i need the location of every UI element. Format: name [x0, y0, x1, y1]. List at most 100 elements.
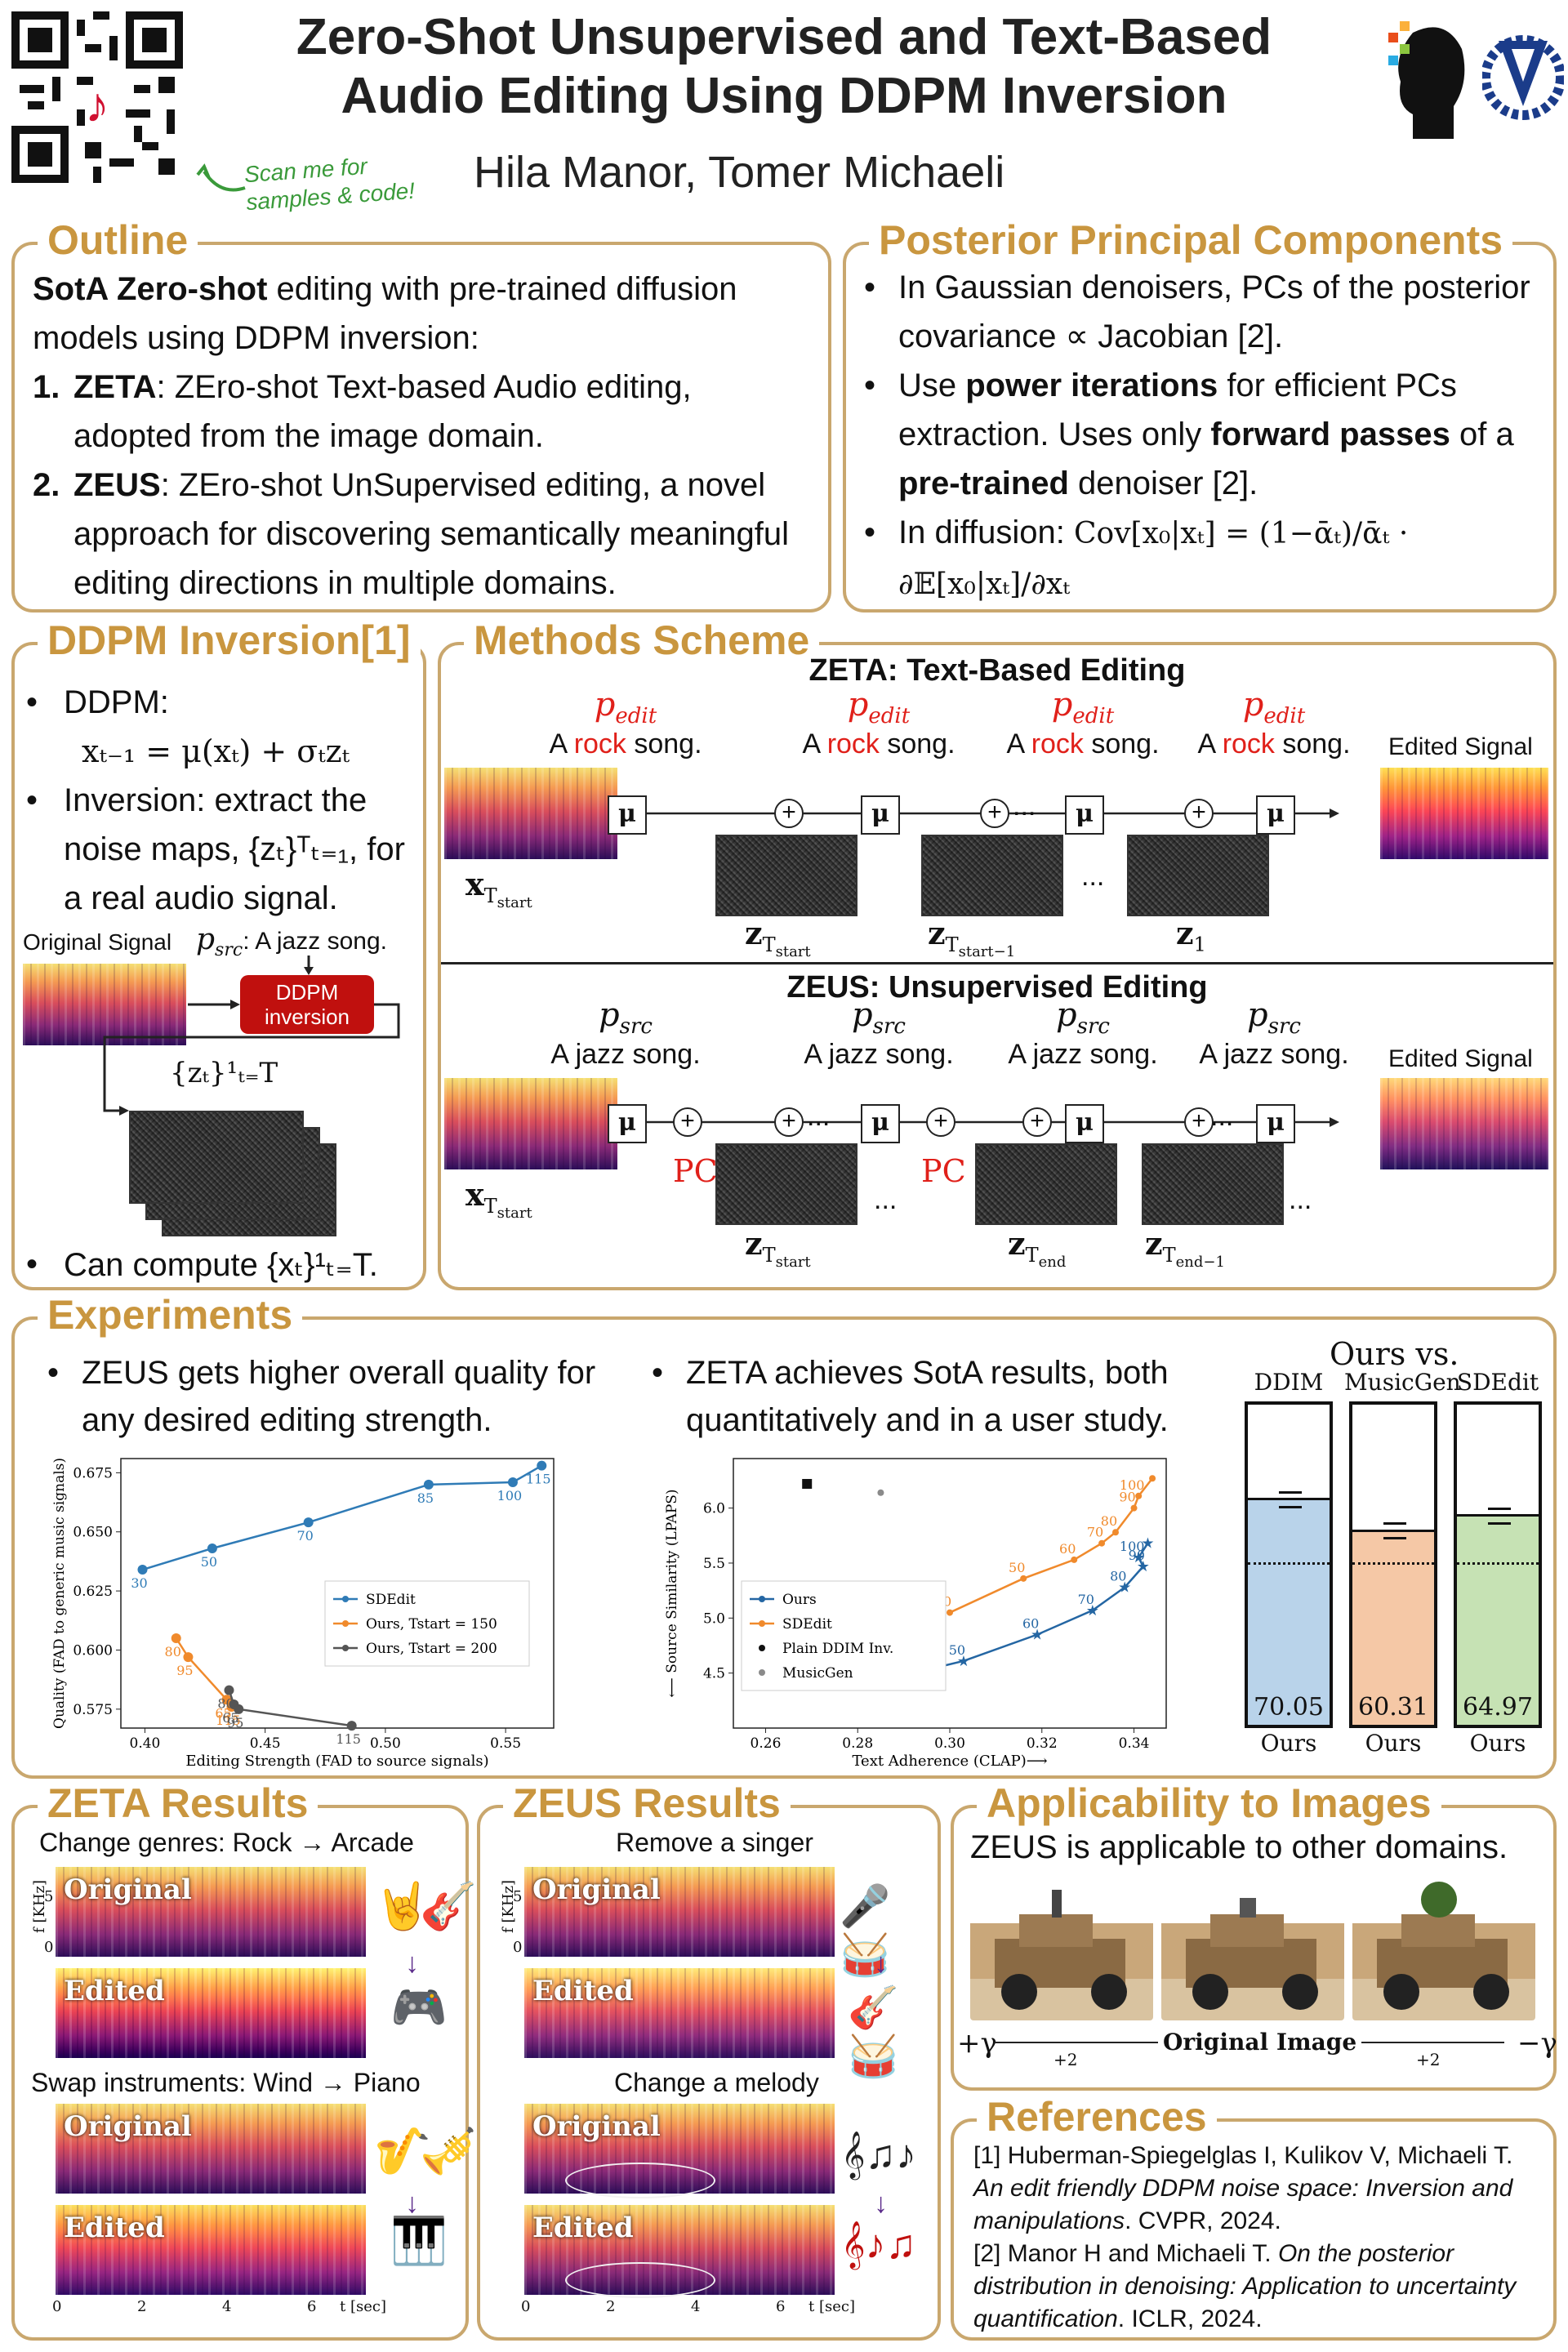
source-vs-text-chart: 0.26 0.28 0.30 0.32 0.34 4.5 5.0 5.5 6.0 Text Adh…	[664, 1458, 1167, 1770]
zeta-edited-label: Edited Signal	[1388, 733, 1533, 760]
ppc-b2-b: for efficient PCs extraction. Uses only	[898, 368, 1457, 452]
data-label: 60	[1059, 1541, 1076, 1557]
data-label: 90	[1129, 1548, 1145, 1563]
legend-entry: Ours, Tstart = 200	[366, 1641, 497, 1657]
trumpet-icon: 🎺	[420, 2125, 477, 2176]
sheet-music-edited-icon: 𝄞♪♫	[841, 2221, 917, 2267]
references-title: References	[977, 2094, 1217, 2140]
data-label: 90	[1119, 1490, 1135, 1505]
zeta-x-subsub: start	[497, 893, 532, 911]
zeta-prompt-4-rock: rock	[1222, 728, 1275, 760]
ddpm-inversion-box[interactable]: DDPM inversion	[240, 975, 374, 1034]
ddpm-original-signal-label: Original Signal	[23, 929, 172, 955]
head-logo-icon	[1388, 21, 1465, 140]
zeus-x-sub: T	[483, 1194, 497, 1218]
zeus-psrc-2: psrc	[797, 996, 960, 1039]
userstudy-errorbar	[1383, 1521, 1406, 1540]
zeta-z2-sub: T	[945, 933, 959, 956]
sheet-music-icon: 𝄞♫♪	[841, 2132, 917, 2177]
userstudy-bar-frame: 70.05	[1245, 1401, 1333, 1728]
ddpm-body: • DDPM: xₜ₋₁ = μ(xₜ) + σₜzₜ • Inversion: e…	[26, 678, 405, 923]
zeus-orig-2-label: Original	[532, 2110, 661, 2143]
technion-logo	[1481, 24, 1566, 131]
gamepad-icon: 🎮	[390, 1981, 448, 2033]
zeus-psrc-4-p: p	[1247, 996, 1268, 1034]
y-tick-label: 6.0	[703, 1501, 725, 1517]
guitar-icon: 🎸	[420, 1880, 477, 1931]
ppc-bullet-1: • In Gaussian denoisers, PCs of the poste…	[864, 270, 1530, 354]
userstudy-errorbar	[1279, 1490, 1302, 1509]
zeta-xtick-0: 0	[52, 2298, 62, 2315]
zeus-prompt-3-text: A jazz song.	[1008, 1039, 1158, 1070]
x-axis-label: Editing Strength (FAD to source signals)	[185, 1753, 488, 1770]
zeta-prompt-3-a: A	[1006, 728, 1031, 760]
ddpm-panel: DDPM Inversion[1] • DDPM: xₜ₋₁ = μ(xₜ) + …	[11, 617, 426, 1290]
down-arrow-icon-4: ↓	[874, 2188, 888, 2219]
rock-hand-icon: 🤘	[374, 1880, 431, 1931]
userstudy-ours-label: Ours	[1260, 1730, 1317, 1757]
zeus-z2-subsub: end	[1038, 1253, 1067, 1271]
data-label: 70	[1087, 1525, 1103, 1540]
outline-title: Outline	[38, 217, 198, 263]
data-label: 60	[1022, 1616, 1039, 1632]
legend-box	[324, 1580, 530, 1667]
technion-icon	[1481, 35, 1566, 120]
qr-code[interactable]: ♪	[11, 11, 183, 183]
zeta-xtick-2: 2	[137, 2298, 147, 2315]
zeta-input-spectrogram	[444, 768, 617, 859]
data-label: 80	[217, 1696, 234, 1712]
zeus-ytick-5: 5	[513, 1888, 523, 1905]
zeta-prompt-4: pedit A rock song.	[1192, 686, 1356, 760]
zeta-pedit-3-sub: edit	[1072, 704, 1115, 728]
zeus-plus-pc-2: +	[926, 1107, 956, 1137]
zeta-z1: z	[745, 915, 763, 951]
data-label: 100	[1120, 1477, 1145, 1493]
zeus-z3-subsub: end−1	[1175, 1253, 1225, 1271]
zeus-ellipsis-2: ...	[874, 1184, 898, 1215]
zeus-z1-sub: T	[762, 1243, 776, 1267]
userstudy-bar-frame: 60.31	[1349, 1401, 1437, 1728]
ddpm-psrc: psrc: A jazz song.	[196, 923, 387, 960]
zeta-pedit-1-p: p	[594, 686, 616, 724]
zeus-xunit: t [sec]	[808, 2298, 855, 2315]
userstudy-ours-label: Ours	[1469, 1730, 1526, 1757]
y-tick-label: 0.575	[73, 1702, 113, 1718]
gamma-minus: −γ	[1517, 2027, 1557, 2060]
data-point: ★	[1086, 1602, 1099, 1619]
legend-box	[741, 1580, 947, 1691]
zeta-prompt-1-a: A	[549, 728, 574, 760]
zeta-prompt-2-rock: rock	[826, 728, 880, 760]
images-panel: Applicability to Images ZEUS is applicab…	[951, 1780, 1557, 2091]
x-tick-label: 0.30	[934, 1735, 965, 1752]
data-point: ★	[1118, 1579, 1131, 1596]
zeus-results-panel: ZEUS Results Remove a singer Original Ed…	[477, 1780, 941, 2341]
ddpm-formula: xₜ₋₁ = μ(xₜ) + σₜzₜ	[82, 733, 350, 769]
ref1-a: [1] Huberman-Spiegelglas I, Kulikov V, M…	[973, 2142, 1513, 2169]
svg-text:♪: ♪	[85, 78, 109, 132]
title-line-2: Audio Editing Using DDPM Inversion	[341, 68, 1227, 124]
ppc-panel: Posterior Principal Components • In Gauss…	[843, 217, 1557, 612]
data-point	[303, 1517, 314, 1528]
ddpm-bullet-2: • Inversion: extract the noise maps, {zₜ}…	[26, 782, 405, 916]
zeta-prompt-2: pedit A rock song.	[797, 686, 960, 760]
userstudy-bar-ddim: DDIM 70.05 Ours	[1240, 1369, 1338, 1769]
ddpm-flow-arrows	[103, 956, 400, 1116]
data-point	[947, 1609, 953, 1616]
legend-entry: Plain DDIM Inv.	[782, 1641, 893, 1657]
data-label: 70	[296, 1528, 313, 1544]
legend-entry: MusicGen	[782, 1665, 853, 1682]
zeus-x: x	[466, 1176, 484, 1213]
outline-item-2: 2. ZEUS: ZEro-shot UnSupervised editing, …	[33, 461, 810, 608]
ppc-formula: Cov[x₀|xₜ] = (1−ᾱₜ)/ᾱₜ · ∂𝔼[x₀|xₜ]/∂xₜ	[898, 517, 1409, 601]
zeta-edit-1-label: Edited	[64, 1975, 165, 2007]
zeus-mu-1: μ	[608, 1104, 647, 1143]
zeus-plus-pc-1: +	[673, 1107, 702, 1137]
outline-body: SotA Zero-shot editing with pre-trained …	[33, 265, 810, 608]
legend-entry: SDEdit	[366, 1592, 416, 1608]
zeta-orig-2-label: Original	[64, 2110, 192, 2143]
zeus-cap-2: Change a melody	[614, 2068, 819, 2097]
data-point	[234, 1704, 244, 1714]
scheme-divider	[441, 962, 1553, 964]
y-tick-label: 4.5	[703, 1666, 725, 1682]
legend-entry: Ours, Tstart = 150	[366, 1616, 497, 1633]
